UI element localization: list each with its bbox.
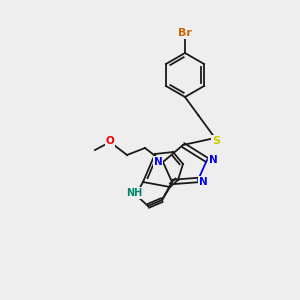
Text: N: N bbox=[199, 177, 207, 187]
Text: Br: Br bbox=[178, 28, 192, 38]
Text: S: S bbox=[212, 136, 220, 146]
Text: N: N bbox=[208, 155, 217, 165]
Text: NH: NH bbox=[126, 188, 142, 198]
Text: O: O bbox=[106, 136, 114, 146]
Text: N: N bbox=[154, 157, 162, 167]
